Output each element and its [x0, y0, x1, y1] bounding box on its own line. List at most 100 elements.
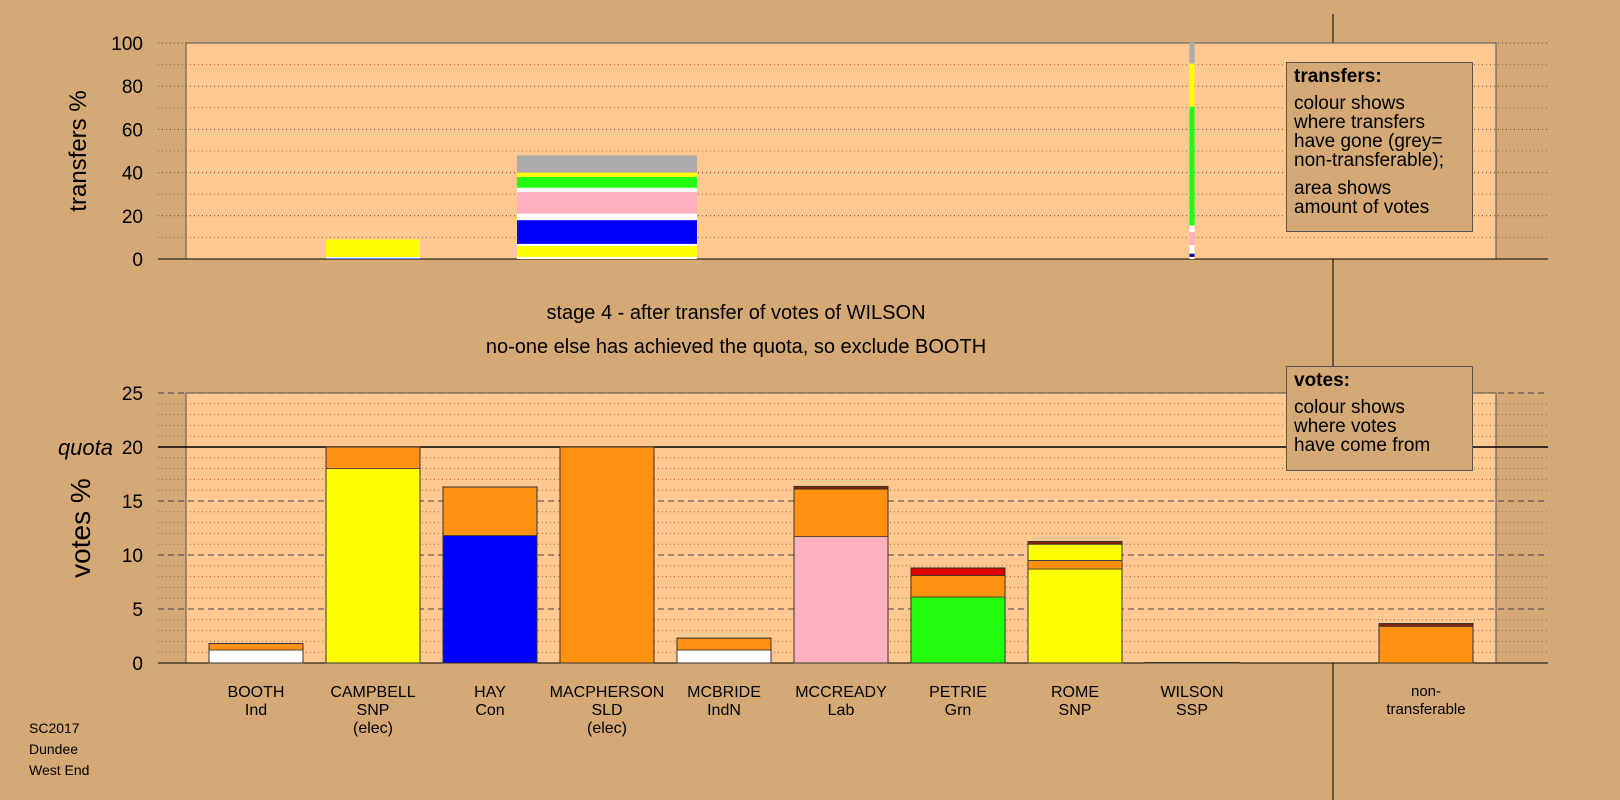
transfers-bar-segment — [1189, 256, 1195, 259]
candidate-label: Ind — [245, 702, 267, 719]
transfers-bar-segment — [517, 187, 697, 193]
transfers-bar-segment — [1189, 63, 1195, 107]
transfers-tick-label: 80 — [122, 77, 143, 98]
votes-bar-segment — [1027, 543, 1123, 561]
transfers-tick-label: 20 — [122, 207, 143, 228]
votes-bar-segment — [676, 637, 772, 651]
votes-bar-outline — [1144, 661, 1240, 664]
votes-bar-segment — [1027, 568, 1123, 664]
transfers-bar-segment — [517, 155, 697, 173]
transfers-bar-segment — [517, 243, 697, 247]
votes-bar-outline — [910, 567, 1006, 664]
votes-legend: votes: colour shows where votes have com… — [1286, 366, 1473, 471]
votes-bar-outline — [1378, 623, 1474, 664]
transfers-bar-segment — [517, 176, 697, 188]
votes-bar-segment — [1027, 560, 1123, 570]
transfers-bar-segment — [517, 246, 697, 257]
candidate-label: Lab — [828, 702, 855, 719]
votes-bar-segment — [442, 486, 538, 536]
candidate-label: BOOTH — [228, 684, 285, 701]
transfers-bar-segment — [517, 172, 697, 177]
election-info: SC2017 Dundee West End — [29, 718, 89, 781]
votes-bar-segment — [793, 536, 889, 664]
votes-bar-outline — [325, 446, 421, 664]
transfers-bar-segment — [1189, 232, 1195, 245]
votes-tick-label: 25 — [122, 384, 143, 405]
transfers-bar-segment — [326, 256, 420, 258]
transfers-tick-label: 40 — [122, 164, 143, 185]
votes-bar-segment — [208, 643, 304, 651]
votes-bar-segment — [910, 575, 1006, 598]
ward-name: West End — [29, 762, 90, 778]
candidate-label: ROME — [1051, 684, 1099, 701]
transfers-bar-segment — [517, 213, 697, 221]
transfers-tick-label: 100 — [111, 34, 143, 55]
votes-bar-segment — [1378, 625, 1474, 664]
transfers-legend: transfers: colour shows where transfers … — [1286, 62, 1473, 232]
votes-bar-outline — [676, 637, 772, 664]
candidate-label: IndN — [707, 702, 741, 719]
transfers-tick-label: 0 — [132, 250, 143, 271]
votes-tick-label: 5 — [132, 600, 143, 621]
candidate-label: SNP — [1059, 702, 1092, 719]
action-caption: no-one else has achieved the quota, so e… — [486, 336, 986, 358]
transfers-legend-text-area: area shows amount of votes — [1294, 178, 1430, 218]
candidate-label: (elec) — [587, 720, 627, 737]
transfers-bar-segment — [1189, 253, 1195, 257]
votes-tick-label: 15 — [122, 492, 143, 513]
votes-tick-label: 0 — [132, 654, 143, 675]
votes-legend-title: votes: — [1294, 370, 1350, 391]
candidate-label: PETRIE — [929, 684, 987, 701]
transfers-bar-segment — [326, 257, 420, 259]
votes-axis-label: votes % — [65, 478, 96, 578]
transfers-legend-text: colour shows where transfers have gone (… — [1294, 93, 1444, 171]
candidate-label: SNP — [357, 702, 390, 719]
votes-tick-label: 10 — [122, 546, 143, 567]
votes-bar-segment — [793, 488, 889, 538]
transfers-axis-label: transfers % — [65, 90, 92, 211]
candidate-label: HAY — [474, 684, 506, 701]
candidate-label: (elec) — [353, 720, 393, 737]
candidate-label: Con — [475, 702, 504, 719]
votes-bar-segment — [325, 468, 421, 664]
votes-legend-text: colour shows where votes have come from — [1294, 397, 1431, 456]
transfers-bar-segment — [517, 192, 697, 214]
candidate-label: MACPHERSON — [550, 684, 665, 701]
votes-bar-segment — [325, 446, 421, 470]
votes-bar-segment — [910, 567, 1006, 576]
votes-bar-outline — [208, 643, 304, 664]
votes-tick-label: 20 — [122, 438, 143, 459]
transfers-bar-segment — [1189, 225, 1195, 232]
nontransferable-label: transferable — [1386, 701, 1465, 718]
transfers-legend-title: transfers: — [1294, 66, 1382, 87]
votes-bar-outline — [1027, 541, 1123, 664]
transfers-bar-segment — [326, 239, 420, 257]
votes-bar-outline — [442, 486, 538, 664]
transfers-bar-segment — [1189, 244, 1195, 254]
candidate-label: SSP — [1176, 702, 1208, 719]
votes-bar-segment — [208, 649, 304, 664]
votes-bar-segment — [676, 649, 772, 664]
stage-caption: stage 4 - after transfer of votes of WIL… — [546, 302, 925, 324]
transfers-bar-segment — [517, 256, 697, 259]
candidate-label: WILSON — [1160, 684, 1223, 701]
votes-bar-outline — [559, 446, 655, 664]
transfers-bar-segment — [1189, 106, 1195, 226]
transfers-bar-segment — [517, 220, 697, 244]
council-name: Dundee — [29, 741, 79, 757]
candidate-label: MCCREADY — [795, 684, 887, 701]
votes-bar-segment — [442, 535, 538, 664]
candidate-label: SLD — [591, 702, 622, 719]
votes-bar-segment — [559, 446, 655, 664]
transfers-bar-segment — [1189, 41, 1195, 64]
election-id: SC2017 — [29, 720, 80, 736]
nontransferable-label: non- — [1411, 683, 1441, 700]
transfers-tick-label: 60 — [122, 120, 143, 141]
votes-bar-outline — [793, 485, 889, 664]
votes-bar-segment — [910, 596, 1006, 664]
candidate-label: MCBRIDE — [687, 684, 761, 701]
candidate-label: CAMPBELL — [330, 684, 415, 701]
quota-label: quota — [58, 435, 113, 460]
candidate-label: Grn — [945, 702, 972, 719]
